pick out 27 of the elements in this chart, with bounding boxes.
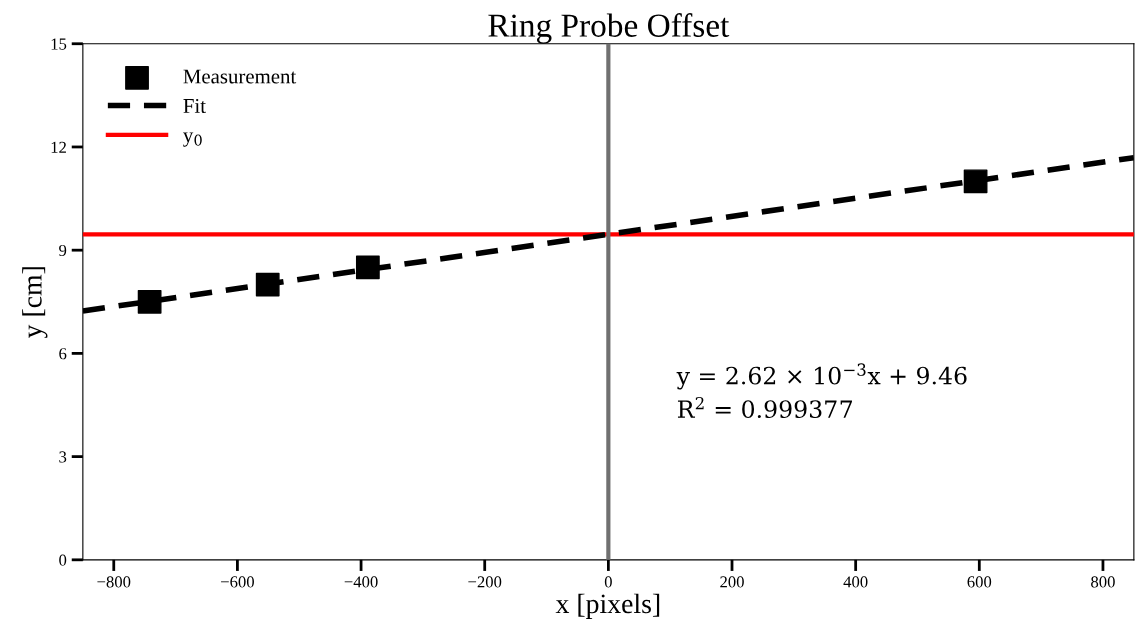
point — [355, 255, 380, 280]
legend-label: Measurement — [183, 69, 297, 84]
x-tick-label: −200 — [468, 576, 502, 588]
x-axis-title: x [pixels] — [555, 593, 660, 619]
point — [963, 169, 988, 194]
x-tick-label: −800 — [97, 576, 131, 588]
x-tick-label: 600 — [967, 576, 992, 588]
legend-label: Fit — [183, 98, 206, 113]
x-tick-label: −600 — [221, 576, 254, 588]
y-tick-label: 15 — [51, 38, 67, 50]
x-tick-label: 200 — [720, 576, 744, 588]
y-axis-title: y [cm] — [22, 267, 48, 339]
legend-label: y$_{0}$ — [183, 132, 202, 147]
point — [137, 289, 162, 314]
y-tick-label: 3 — [59, 451, 67, 463]
y-tick-label: 6 — [59, 348, 67, 360]
x-tick-label: 800 — [1091, 576, 1115, 588]
x-tick-label: 0 — [604, 576, 612, 588]
y-tick-label: 12 — [51, 141, 66, 153]
point — [255, 272, 280, 297]
y-tick-label: 0 — [59, 554, 67, 566]
annotation: R$^{2}$ = 0.999377 — [677, 396, 852, 419]
y-tick-label: 9 — [59, 244, 67, 257]
chart-title: Ring Probe Offset — [488, 13, 730, 44]
x-tick-label: 400 — [843, 576, 868, 588]
x-tick-label: −400 — [344, 576, 378, 588]
annotation: y = 2.62 × 10$^{−3}$x + 9.46 — [676, 363, 967, 390]
